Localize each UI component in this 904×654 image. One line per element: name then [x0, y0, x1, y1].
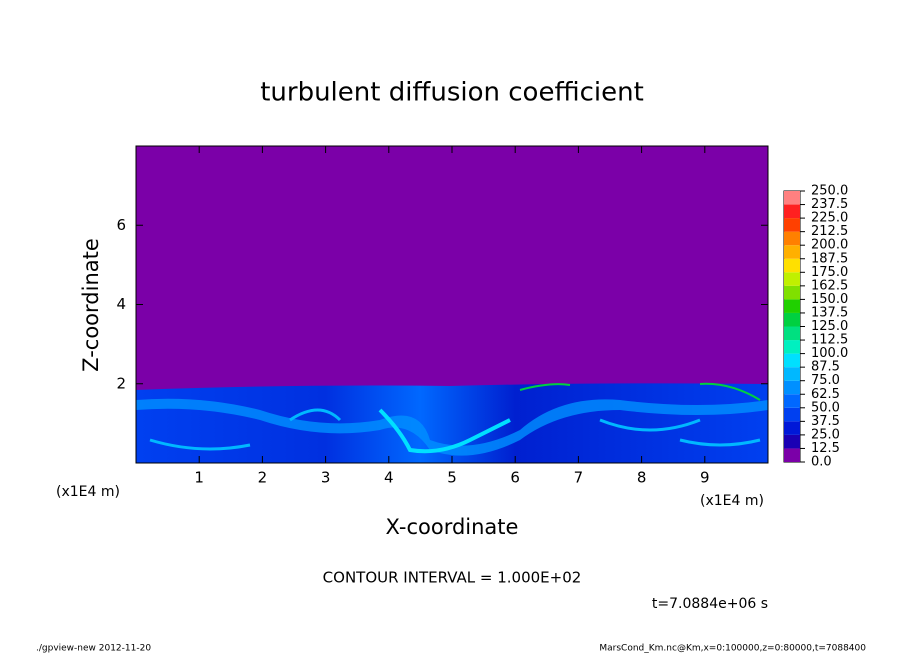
- x-tick-label: 8: [637, 469, 647, 487]
- y-tick-label: 4: [116, 295, 126, 313]
- colorbar-segment: [784, 421, 800, 435]
- colorbar-label: 150.0: [811, 292, 848, 307]
- colorbar-segment: [784, 258, 800, 273]
- contour-field: [136, 146, 768, 463]
- colorbar-label: 50.0: [811, 400, 840, 415]
- colorbar-label: 12.5: [811, 441, 840, 456]
- colorbar-segment: [784, 272, 800, 286]
- colorbar-segment: [784, 380, 800, 395]
- y-tick-label: 2: [116, 374, 126, 392]
- colorbar-label: 250.0: [811, 184, 848, 199]
- colorbar-label: 187.5: [811, 251, 848, 266]
- colorbar-label: 212.5: [811, 224, 848, 239]
- colorbar-label: 162.5: [811, 278, 848, 293]
- colorbar-label: 125.0: [811, 319, 848, 334]
- colorbar-segment: [784, 434, 800, 449]
- footer-right: MarsCond_Km.nc@Km,x=0:100000,z=0:80000,t…: [599, 644, 866, 654]
- colorbar-label: 237.5: [811, 197, 848, 212]
- contour-interval: CONTOUR INTERVAL = 1.000E+02: [323, 569, 582, 587]
- colorbar-segment: [784, 340, 800, 354]
- x-tick-label: 6: [510, 469, 520, 487]
- colorbar-segment: [784, 312, 800, 327]
- colorbar-segment: [784, 326, 800, 341]
- colorbar-label: 200.0: [811, 238, 848, 253]
- colorbar-label: 225.0: [811, 211, 848, 226]
- x-tick-label: 7: [574, 469, 584, 487]
- colorbar-label: 62.5: [811, 387, 840, 402]
- colorbar-segment: [784, 285, 800, 300]
- colorbar-label: 75.0: [811, 373, 840, 388]
- x-tick-label: 4: [384, 469, 394, 487]
- colorbar-segment: [784, 299, 800, 313]
- colorbar-label: 112.5: [811, 333, 848, 348]
- colorbar-segment: [784, 353, 800, 368]
- colorbar-segment: [784, 191, 800, 205]
- colorbar-segment: [784, 245, 800, 259]
- colorbar-label: 87.5: [811, 360, 840, 375]
- colorbar-label: 25.0: [811, 427, 840, 442]
- colorbar-segment: [784, 367, 800, 381]
- x-tick-label: 3: [321, 469, 331, 487]
- chart-title: turbulent diffusion coefficient: [260, 78, 644, 108]
- time-label: t=7.0884e+06 s: [652, 596, 768, 612]
- colorbar-segment: [784, 204, 800, 219]
- footer-left: ./gpview-new 2012-11-20: [36, 644, 151, 654]
- colorbar-segment: [784, 218, 800, 232]
- colorbar-label: 137.5: [811, 305, 848, 320]
- x-unit: (x1E4 m): [700, 493, 764, 509]
- x-axis-label: X-coordinate: [386, 515, 519, 539]
- y-axis-label: Z-coordinate: [79, 238, 103, 372]
- colorbar-label: 100.0: [811, 346, 848, 361]
- colorbar-label: 0.0: [811, 455, 832, 470]
- colorbar-label: 175.0: [811, 265, 848, 280]
- colorbar-segment: [784, 407, 800, 422]
- colorbar-segment: [784, 394, 800, 408]
- colorbar-label: 37.5: [811, 414, 840, 429]
- x-tick-label: 2: [258, 469, 268, 487]
- colorbar-segment: [784, 231, 800, 246]
- x-tick-label: 1: [194, 469, 204, 487]
- x-tick-label: 9: [700, 469, 710, 487]
- x-unit: (x1E4 m): [56, 484, 120, 500]
- x-tick-label: 5: [447, 469, 457, 487]
- y-tick-label: 6: [116, 216, 126, 234]
- colorbar-segment: [784, 448, 800, 462]
